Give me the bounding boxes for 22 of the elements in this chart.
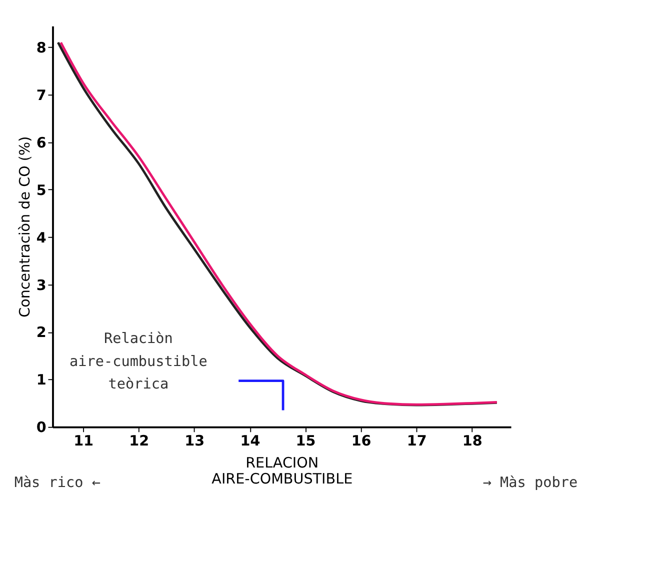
y-tick-label: 4 xyxy=(36,230,46,246)
x-tick-label: 12 xyxy=(129,433,150,450)
x-tick-label: 14 xyxy=(240,433,260,450)
annotation: Relaciòn aire-cumbustible teòrica xyxy=(70,330,208,393)
x-tick-label: 18 xyxy=(462,433,482,450)
y-tick-label: 8 xyxy=(36,40,46,56)
text: Màs rico ← xyxy=(14,475,101,492)
y-tick-label: 6 xyxy=(36,135,46,152)
x-tick-label: 15 xyxy=(296,433,316,450)
y-tick-label: 2 xyxy=(36,325,46,342)
y-tick-label: 7 xyxy=(36,88,46,104)
x-tick-label: 16 xyxy=(351,433,372,450)
x-tick-label: 17 xyxy=(406,433,427,450)
y-axis-title: Concentraciòn de CO (%) xyxy=(18,136,34,318)
x-axis-title: RELACION AIRE-COMBUSTIBLE xyxy=(212,455,353,488)
y-tick-label: 1 xyxy=(36,372,46,389)
y-tick-label: 5 xyxy=(36,182,46,199)
y-tick-label: 0 xyxy=(36,420,46,436)
x-tick-label: 13 xyxy=(184,433,205,450)
y-tick-label: 3 xyxy=(36,278,46,294)
x-tick-label: 11 xyxy=(74,433,94,450)
text: → Màs pobre xyxy=(482,475,578,492)
